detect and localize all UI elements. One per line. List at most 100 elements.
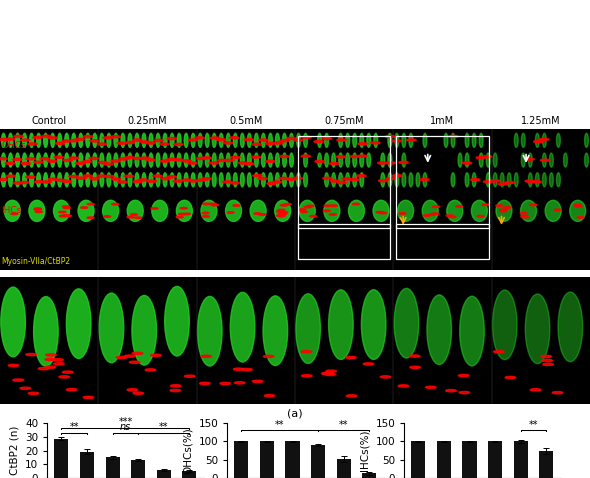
Ellipse shape xyxy=(135,133,139,147)
Ellipse shape xyxy=(9,133,12,147)
Ellipse shape xyxy=(191,173,195,187)
Bar xyxy=(182,471,196,478)
Circle shape xyxy=(133,392,143,394)
Circle shape xyxy=(574,204,581,206)
Ellipse shape xyxy=(114,133,118,147)
Ellipse shape xyxy=(72,153,76,167)
Circle shape xyxy=(278,215,285,217)
Circle shape xyxy=(280,205,287,206)
Circle shape xyxy=(299,209,306,210)
Circle shape xyxy=(173,180,183,182)
Ellipse shape xyxy=(447,200,463,221)
Bar xyxy=(396,224,489,259)
Ellipse shape xyxy=(525,294,550,364)
Circle shape xyxy=(147,180,156,182)
Circle shape xyxy=(87,217,94,218)
Circle shape xyxy=(399,213,406,214)
Ellipse shape xyxy=(170,153,174,167)
Circle shape xyxy=(218,159,227,162)
Circle shape xyxy=(446,215,453,217)
Ellipse shape xyxy=(163,133,167,147)
Circle shape xyxy=(423,215,430,217)
Ellipse shape xyxy=(353,153,356,167)
Circle shape xyxy=(525,180,535,182)
Circle shape xyxy=(153,175,162,177)
Circle shape xyxy=(54,156,64,158)
Ellipse shape xyxy=(556,173,560,187)
Circle shape xyxy=(8,364,19,367)
Circle shape xyxy=(82,161,91,163)
Circle shape xyxy=(504,206,511,208)
Bar xyxy=(106,457,120,478)
Circle shape xyxy=(314,141,323,143)
Ellipse shape xyxy=(360,133,363,147)
Circle shape xyxy=(482,204,489,206)
Ellipse shape xyxy=(99,293,124,363)
Ellipse shape xyxy=(381,153,385,167)
Ellipse shape xyxy=(205,133,209,147)
Circle shape xyxy=(330,180,339,182)
Circle shape xyxy=(378,162,387,164)
Ellipse shape xyxy=(254,133,258,147)
Circle shape xyxy=(493,350,504,353)
Circle shape xyxy=(356,175,366,177)
Circle shape xyxy=(210,137,219,139)
Ellipse shape xyxy=(163,173,167,187)
Circle shape xyxy=(280,212,287,213)
Bar xyxy=(463,441,477,478)
Circle shape xyxy=(386,162,395,164)
Circle shape xyxy=(380,376,391,378)
Ellipse shape xyxy=(240,173,244,187)
Bar xyxy=(298,224,391,259)
Y-axis label: IHCs(%): IHCs(%) xyxy=(360,430,370,471)
Ellipse shape xyxy=(465,133,469,147)
Ellipse shape xyxy=(234,133,237,147)
Ellipse shape xyxy=(65,153,68,167)
Ellipse shape xyxy=(142,133,146,147)
Ellipse shape xyxy=(37,133,41,147)
Circle shape xyxy=(87,203,94,205)
Circle shape xyxy=(293,177,302,179)
Circle shape xyxy=(90,178,99,180)
Circle shape xyxy=(97,175,106,177)
Circle shape xyxy=(386,177,395,180)
Circle shape xyxy=(287,137,296,140)
Ellipse shape xyxy=(444,133,448,147)
Ellipse shape xyxy=(15,153,19,167)
Ellipse shape xyxy=(261,153,266,167)
Circle shape xyxy=(5,162,15,164)
Circle shape xyxy=(541,355,552,358)
Circle shape xyxy=(540,159,550,162)
Circle shape xyxy=(278,209,285,211)
Ellipse shape xyxy=(472,173,476,187)
Circle shape xyxy=(530,389,541,391)
Circle shape xyxy=(38,368,49,370)
Ellipse shape xyxy=(367,133,371,147)
Ellipse shape xyxy=(37,173,41,187)
Ellipse shape xyxy=(135,153,139,167)
Ellipse shape xyxy=(254,153,258,167)
Ellipse shape xyxy=(296,294,320,363)
Text: Myosin-VIIa/CtBP2: Myosin-VIIa/CtBP2 xyxy=(1,257,70,266)
Circle shape xyxy=(133,139,142,141)
Ellipse shape xyxy=(30,133,34,147)
Circle shape xyxy=(151,207,158,209)
Text: **: ** xyxy=(529,420,538,430)
Circle shape xyxy=(209,203,217,205)
Circle shape xyxy=(124,156,134,159)
Text: **: ** xyxy=(275,420,284,430)
Circle shape xyxy=(173,159,183,161)
Circle shape xyxy=(201,355,212,358)
Circle shape xyxy=(133,157,143,160)
Ellipse shape xyxy=(563,153,568,167)
Ellipse shape xyxy=(402,173,406,187)
Ellipse shape xyxy=(2,173,5,187)
Circle shape xyxy=(500,210,507,212)
Circle shape xyxy=(385,135,395,138)
Circle shape xyxy=(407,139,416,141)
Bar xyxy=(337,459,351,478)
Circle shape xyxy=(276,211,283,212)
Circle shape xyxy=(173,143,183,145)
Circle shape xyxy=(521,216,528,217)
Circle shape xyxy=(330,205,337,206)
